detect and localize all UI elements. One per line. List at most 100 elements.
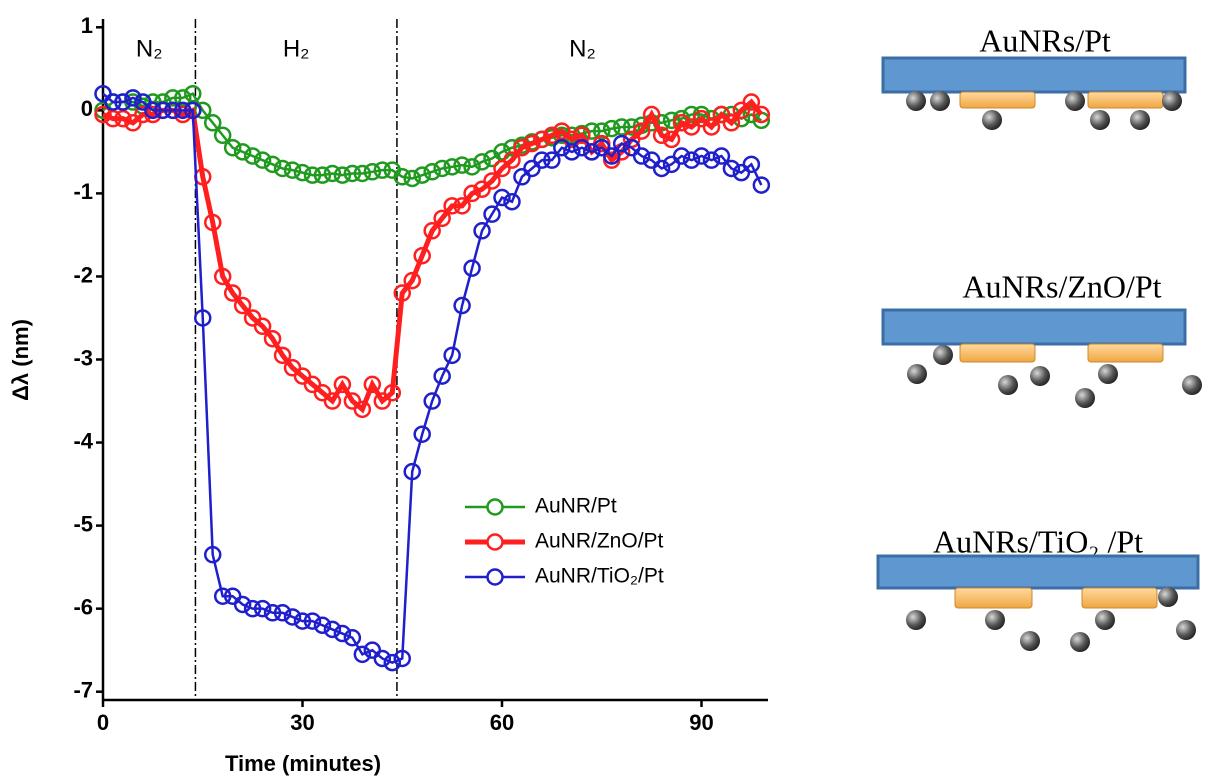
data-point <box>413 166 431 184</box>
data-point <box>642 105 661 124</box>
data-point <box>583 143 601 161</box>
y-tick-label: 1 <box>81 13 93 38</box>
data-point <box>333 166 352 184</box>
data-point <box>164 89 182 107</box>
data-point <box>353 645 372 664</box>
data-point <box>144 101 162 120</box>
data-point <box>114 109 132 128</box>
data-point <box>174 101 192 120</box>
data-point <box>333 624 352 643</box>
data-point <box>493 188 511 207</box>
data-point <box>104 93 122 111</box>
data-point <box>463 158 481 176</box>
x-axis-label: Time (minutes) <box>225 751 381 776</box>
legend-marker <box>486 498 504 516</box>
data-point <box>203 213 222 232</box>
data-point <box>593 122 611 140</box>
data-point <box>393 649 411 668</box>
data-point <box>233 595 252 614</box>
data-point <box>443 197 461 215</box>
data-point <box>383 653 402 672</box>
data-point <box>742 155 761 174</box>
series <box>94 84 771 672</box>
region-label: N₂ <box>136 35 163 62</box>
data-point <box>602 119 621 138</box>
data-point <box>483 172 501 190</box>
y-tick-label: -7 <box>73 678 93 703</box>
y-tick-label: 0 <box>81 96 93 121</box>
data-point <box>403 462 421 481</box>
data-point <box>463 184 481 203</box>
data-point <box>323 620 342 639</box>
data-point <box>203 114 222 132</box>
legend-marker <box>486 533 504 551</box>
data-point <box>443 346 461 365</box>
series-line <box>102 98 764 414</box>
schematic-label: AuNRs/ZnO/Pt <box>962 268 1161 304</box>
data-point <box>383 383 402 402</box>
data-point <box>602 147 621 165</box>
legend-label: AuNR/Pt <box>535 495 617 518</box>
schematic-label: AuNRs/TiO₂ /Pt <box>933 523 1143 559</box>
data-point <box>473 153 491 171</box>
data-point <box>702 118 721 136</box>
legend-marker <box>486 568 504 586</box>
x-tick-label: 0 <box>97 710 109 735</box>
data-point <box>243 147 262 165</box>
data-point <box>503 192 521 211</box>
data-point <box>543 126 561 145</box>
y-tick-label: -3 <box>73 345 93 370</box>
data-point <box>553 138 571 157</box>
data-point <box>403 169 421 188</box>
series <box>94 93 771 419</box>
data-point <box>423 222 441 240</box>
data-point <box>662 111 681 130</box>
data-point <box>303 612 322 630</box>
data-point <box>243 599 262 618</box>
data-point <box>652 126 671 145</box>
y-tick-label: -1 <box>73 179 93 204</box>
data-point <box>453 296 471 315</box>
data-point <box>573 138 591 157</box>
data-point <box>403 271 421 290</box>
data-point <box>612 118 631 136</box>
data-point <box>443 158 461 176</box>
y-axis-label: Δλ (nm) <box>8 319 33 401</box>
data-point <box>363 375 382 394</box>
data-point <box>573 126 591 145</box>
data-point <box>632 122 651 140</box>
data-point <box>543 151 561 169</box>
data-point <box>682 151 701 169</box>
region-label: N₂ <box>569 35 596 62</box>
data-point <box>742 93 761 111</box>
schematic: AuNRs/TiO₂ /Pt <box>876 523 1200 652</box>
region-label: H₂ <box>283 35 310 62</box>
schematic: AuNRs/Pt <box>881 22 1187 130</box>
data-point <box>722 114 741 132</box>
data-point <box>253 599 272 618</box>
data-point <box>263 329 282 348</box>
data-point <box>313 166 332 184</box>
data-point <box>323 164 342 183</box>
data-point <box>672 114 691 132</box>
data-point <box>373 649 392 668</box>
data-point <box>174 89 192 107</box>
data-point <box>114 93 132 111</box>
data-point <box>223 284 242 302</box>
data-point <box>752 176 771 194</box>
y-tick-label: -2 <box>73 262 93 287</box>
data-point <box>323 392 342 410</box>
data-point <box>154 101 172 120</box>
data-point <box>503 151 521 169</box>
data-point <box>104 109 122 128</box>
legend-label: AuNR/ZnO/Pt <box>535 530 664 553</box>
data-point <box>463 259 481 277</box>
legend-label: AuNR/TiO₂/Pt <box>535 565 664 588</box>
y-tick-label: -4 <box>73 428 93 453</box>
data-point <box>433 209 451 228</box>
data-point <box>263 604 282 622</box>
data-point <box>373 161 392 179</box>
data-point <box>413 425 431 443</box>
data-point <box>702 151 721 169</box>
